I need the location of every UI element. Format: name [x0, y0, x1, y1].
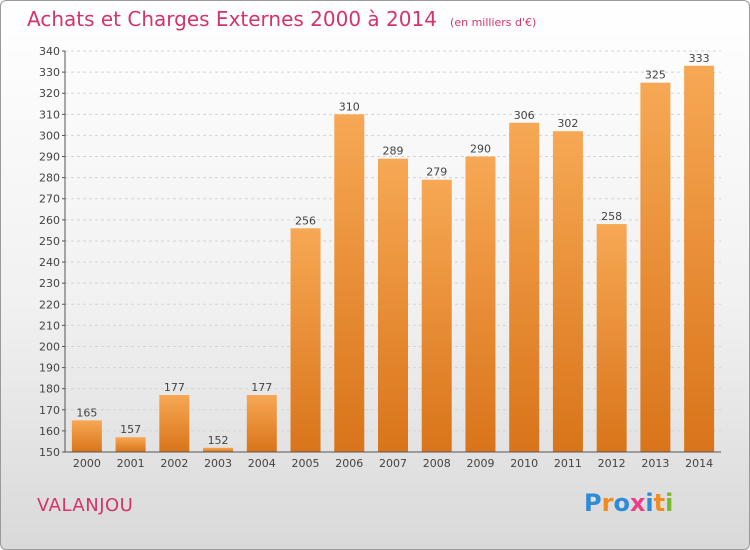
- y-tick-label: 280: [39, 172, 60, 185]
- y-tick-label: 250: [39, 235, 60, 248]
- x-tick-label: 2004: [248, 457, 276, 470]
- y-tick-label: 290: [39, 151, 60, 164]
- chart-subtitle: (en milliers d'€): [450, 16, 537, 29]
- y-tick-label: 330: [39, 66, 60, 79]
- bar: [115, 437, 146, 452]
- data-label: 165: [76, 406, 97, 419]
- logo-letter: x: [629, 489, 646, 517]
- data-label: 258: [601, 210, 622, 223]
- x-tick-label: 2000: [73, 457, 101, 470]
- data-label: 152: [208, 434, 229, 447]
- logo-letter: t: [653, 489, 666, 517]
- y-tick-label: 240: [39, 256, 60, 269]
- y-tick-label: 150: [39, 446, 60, 459]
- x-tick-label: 2014: [685, 457, 713, 470]
- y-tick-label: 300: [39, 129, 60, 142]
- y-tick-label: 180: [39, 383, 60, 396]
- data-label: 279: [426, 166, 447, 179]
- y-tick-label: 220: [39, 298, 60, 311]
- y-tick-label: 230: [39, 277, 60, 290]
- x-tick-label: 2002: [160, 457, 188, 470]
- bar: [203, 447, 234, 452]
- y-tick-label: 260: [39, 214, 60, 227]
- city-name: VALANJOU: [37, 495, 134, 516]
- x-tick-label: 2001: [117, 457, 145, 470]
- logo-letter: r: [601, 489, 614, 517]
- data-label: 289: [383, 145, 404, 158]
- x-tick-label: 2011: [554, 457, 582, 470]
- logo-letter: o: [613, 489, 630, 517]
- x-tick-label: 2005: [292, 457, 320, 470]
- logo-letter: i: [665, 489, 674, 517]
- y-tick-label: 200: [39, 340, 60, 353]
- proxiti-logo[interactable]: Proxiti: [584, 489, 673, 517]
- bar: [465, 156, 496, 453]
- x-tick-label: 2010: [510, 457, 538, 470]
- data-label: 177: [251, 381, 272, 394]
- y-tick-label: 340: [39, 45, 60, 58]
- logo-letter: P: [584, 489, 602, 517]
- bar: [684, 65, 715, 452]
- y-tick-label: 310: [39, 108, 60, 121]
- data-label: 302: [557, 117, 578, 130]
- x-tick-label: 2009: [466, 457, 494, 470]
- x-tick-label: 2006: [335, 457, 363, 470]
- bar: [334, 114, 365, 452]
- x-tick-label: 2003: [204, 457, 232, 470]
- logo-letter: i: [645, 489, 654, 517]
- bar: [378, 158, 408, 452]
- bar: [552, 131, 583, 452]
- bar: [596, 224, 627, 452]
- data-label: 310: [339, 100, 360, 113]
- chart-title: Achats et Charges Externes 2000 à 2014: [27, 7, 437, 31]
- bar: [640, 82, 671, 452]
- y-tick-label: 270: [39, 193, 60, 206]
- data-label: 306: [514, 109, 535, 122]
- y-tick-label: 190: [39, 362, 60, 375]
- x-tick-label: 2008: [423, 457, 451, 470]
- bar: [290, 228, 321, 452]
- data-label: 256: [295, 214, 316, 227]
- x-tick-label: 2007: [379, 457, 407, 470]
- title-row: Achats et Charges Externes 2000 à 2014 (…: [27, 7, 536, 31]
- data-label: 333: [689, 52, 710, 65]
- bar: [421, 179, 452, 452]
- data-label: 325: [645, 69, 666, 82]
- bar: [246, 395, 277, 452]
- data-label: 177: [164, 381, 185, 394]
- x-tick-label: 2012: [598, 457, 626, 470]
- y-tick-label: 170: [39, 404, 60, 417]
- bar: [159, 395, 190, 452]
- y-tick-label: 160: [39, 425, 60, 438]
- y-tick-label: 210: [39, 319, 60, 332]
- bars: 165 157 177 152 177 256 310 289 279 290 306 302 258 3…: [71, 52, 715, 453]
- data-label: 290: [470, 143, 491, 156]
- bar: [71, 420, 102, 452]
- axes: 150 160 170 180 190 200 210 220 230 240 250 260 270 2…: [39, 45, 721, 470]
- data-label: 157: [120, 423, 141, 436]
- y-tick-label: 320: [39, 87, 60, 100]
- x-tick-label: 2013: [641, 457, 669, 470]
- bar: [509, 122, 540, 452]
